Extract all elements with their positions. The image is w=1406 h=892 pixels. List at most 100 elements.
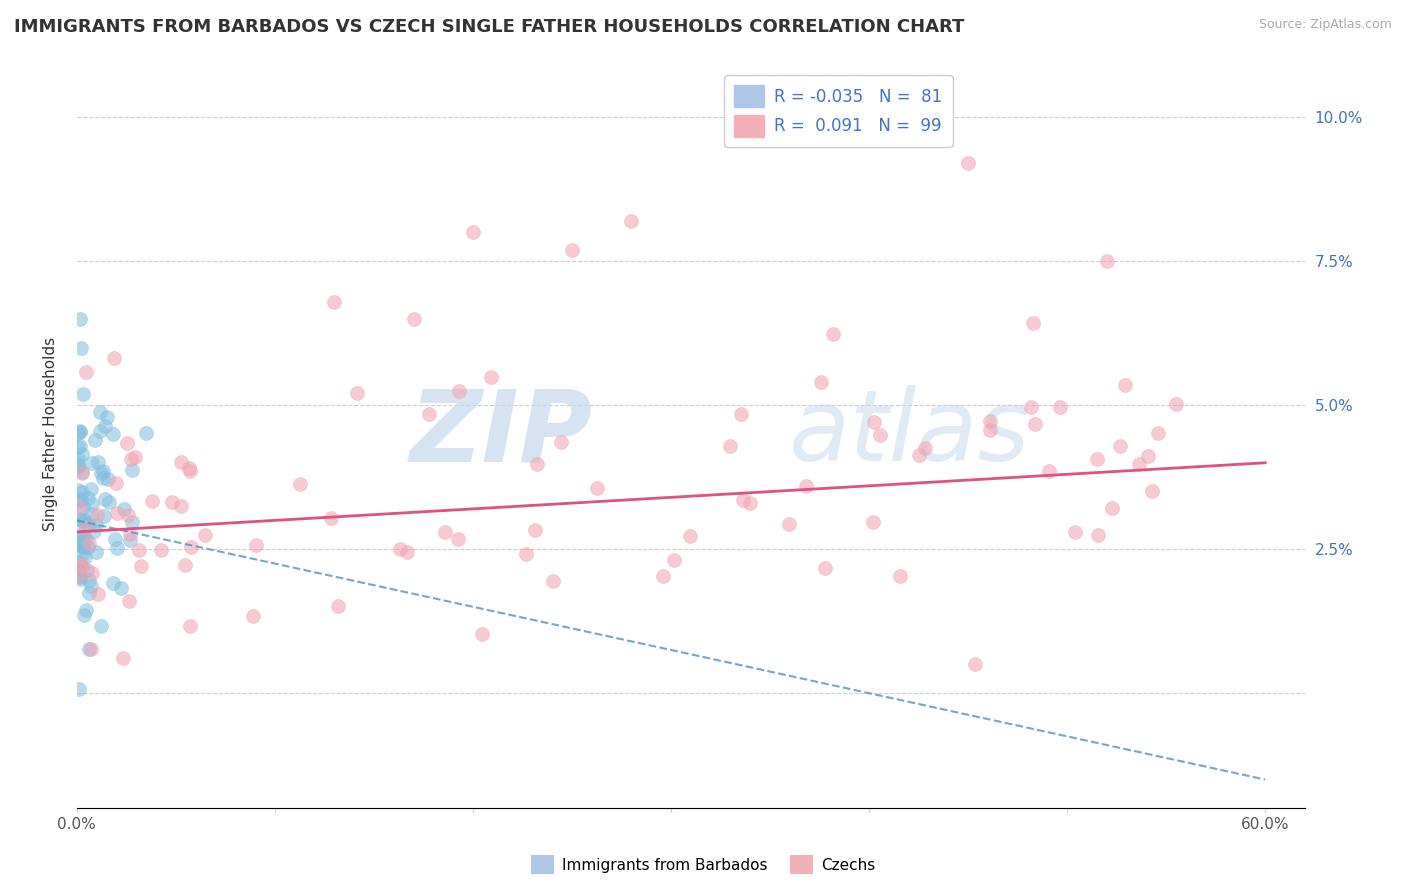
Point — [170, 499, 193, 513]
Point — [471, 627, 494, 641]
Point — [69, 572, 91, 586]
Point — [73, 514, 96, 528]
Point — [90, 467, 112, 481]
Point — [290, 477, 312, 491]
Point — [242, 609, 264, 624]
Point — [80, 579, 103, 593]
Point — [1087, 527, 1109, 541]
Point — [69, 491, 91, 506]
Point — [778, 516, 800, 531]
Point — [730, 407, 752, 421]
Point — [323, 294, 346, 309]
Point — [80, 497, 103, 511]
Point — [93, 508, 115, 523]
Point — [66, 483, 89, 497]
Legend: R = -0.035   N =  81, R =  0.091   N =  99: R = -0.035 N = 81, R = 0.091 N = 99 — [724, 76, 953, 146]
Point — [67, 458, 90, 472]
Point — [1021, 316, 1043, 330]
Point — [908, 448, 931, 462]
Point — [66, 569, 89, 583]
Point — [91, 464, 114, 478]
Point — [194, 528, 217, 542]
Point — [66, 426, 89, 441]
Point — [180, 540, 202, 554]
Point — [86, 455, 108, 469]
Point — [179, 619, 201, 633]
Point — [83, 524, 105, 538]
Point — [328, 599, 350, 613]
Point — [862, 515, 884, 529]
Point — [77, 541, 100, 555]
Point — [86, 518, 108, 533]
Point — [434, 524, 457, 539]
Point — [561, 243, 583, 257]
Point — [69, 493, 91, 508]
Point — [76, 563, 98, 577]
Point — [1063, 525, 1085, 540]
Point — [67, 536, 90, 550]
Point — [1095, 254, 1118, 268]
Point — [112, 651, 135, 665]
Point — [117, 508, 139, 522]
Text: atlas: atlas — [789, 385, 1031, 483]
Point — [1109, 439, 1132, 453]
Point — [346, 385, 368, 400]
Point — [75, 521, 97, 535]
Point — [662, 553, 685, 567]
Point — [66, 460, 89, 475]
Point — [69, 570, 91, 584]
Point — [1085, 451, 1108, 466]
Point — [479, 369, 502, 384]
Point — [733, 492, 755, 507]
Point — [402, 311, 425, 326]
Point — [76, 491, 98, 506]
Point — [70, 484, 93, 499]
Point — [1101, 500, 1123, 515]
Point — [135, 425, 157, 440]
Point — [979, 423, 1001, 437]
Point — [89, 619, 111, 633]
Point — [396, 545, 419, 559]
Point — [72, 500, 94, 514]
Point — [794, 479, 817, 493]
Point — [810, 375, 832, 389]
Point — [89, 405, 111, 419]
Point — [67, 568, 90, 582]
Point — [66, 538, 89, 552]
Point — [89, 425, 111, 439]
Point — [129, 559, 152, 574]
Point — [69, 439, 91, 453]
Point — [101, 576, 124, 591]
Point — [105, 541, 128, 555]
Point — [150, 542, 173, 557]
Point — [69, 425, 91, 439]
Point — [75, 603, 97, 617]
Point — [70, 558, 93, 573]
Point — [461, 226, 484, 240]
Point — [128, 543, 150, 558]
Point — [67, 537, 90, 551]
Point — [679, 529, 702, 543]
Point — [541, 574, 564, 588]
Point — [118, 593, 141, 607]
Point — [91, 471, 114, 485]
Point — [110, 582, 132, 596]
Point — [121, 515, 143, 529]
Text: Source: ZipAtlas.com: Source: ZipAtlas.com — [1258, 18, 1392, 31]
Point — [96, 409, 118, 424]
Point — [75, 365, 97, 379]
Point — [823, 327, 845, 342]
Point — [141, 494, 163, 508]
Point — [115, 435, 138, 450]
Point — [67, 681, 90, 696]
Point — [77, 641, 100, 656]
Point — [1147, 426, 1170, 441]
Point — [70, 466, 93, 480]
Point — [120, 451, 142, 466]
Point — [79, 641, 101, 656]
Point — [889, 569, 911, 583]
Point — [79, 536, 101, 550]
Point — [69, 341, 91, 355]
Point — [550, 434, 572, 449]
Point — [72, 386, 94, 401]
